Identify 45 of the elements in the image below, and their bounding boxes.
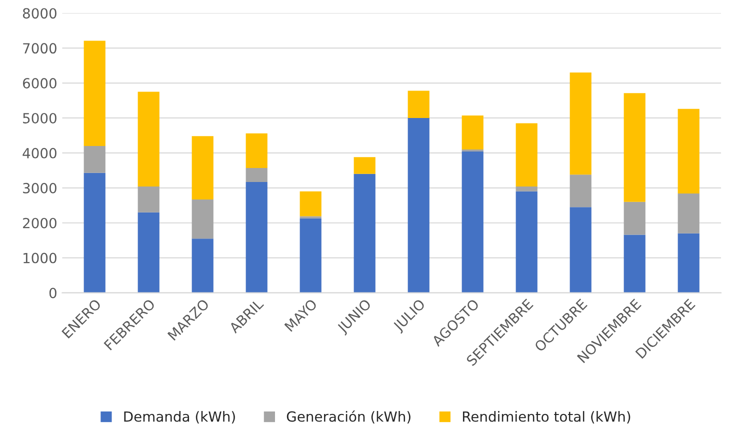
bar bbox=[246, 133, 268, 168]
y-tick-label: 5000 bbox=[23, 112, 56, 124]
y-tick-label: 2000 bbox=[23, 218, 56, 228]
bar bbox=[192, 136, 214, 200]
bar bbox=[570, 174, 592, 208]
bar bbox=[408, 118, 430, 293]
y-tick-label: 4000 bbox=[22, 148, 56, 158]
y-tick-label: 7000 bbox=[23, 43, 56, 54]
y-tick-label: 6000 bbox=[22, 78, 56, 89]
legend-label: Rendimiento total (kWh) bbox=[462, 411, 630, 424]
bar bbox=[192, 199, 214, 239]
y-tick-label: 8000 bbox=[22, 8, 56, 19]
bar bbox=[516, 186, 538, 192]
bar bbox=[138, 186, 160, 212]
bar bbox=[570, 207, 592, 293]
bar bbox=[246, 182, 268, 293]
bar bbox=[354, 157, 376, 174]
bar bbox=[678, 108, 700, 194]
bar bbox=[570, 72, 592, 175]
bar bbox=[408, 90, 430, 118]
bar bbox=[84, 172, 106, 293]
bar bbox=[516, 123, 538, 187]
y-tick-label: 3000 bbox=[23, 182, 56, 194]
bar bbox=[516, 191, 538, 293]
bar bbox=[138, 92, 160, 187]
bar bbox=[462, 152, 484, 293]
bar bbox=[300, 191, 322, 216]
bar bbox=[192, 238, 214, 293]
bar bbox=[84, 146, 106, 173]
bar bbox=[624, 202, 646, 235]
bar bbox=[354, 174, 376, 293]
bar bbox=[462, 116, 484, 150]
bar bbox=[300, 218, 322, 293]
bar bbox=[678, 233, 700, 293]
legend-label: Generación (kWh) bbox=[286, 410, 410, 424]
bar bbox=[246, 168, 268, 182]
bar bbox=[84, 40, 106, 146]
legend-label: Demanda (kWh) bbox=[124, 411, 235, 424]
bar bbox=[138, 212, 160, 293]
y-tick-label: 0 bbox=[49, 288, 56, 298]
bar bbox=[462, 149, 484, 152]
y-tick-label: 1000 bbox=[24, 252, 56, 264]
bar bbox=[678, 194, 700, 234]
bar bbox=[624, 93, 646, 202]
bar bbox=[624, 234, 646, 293]
